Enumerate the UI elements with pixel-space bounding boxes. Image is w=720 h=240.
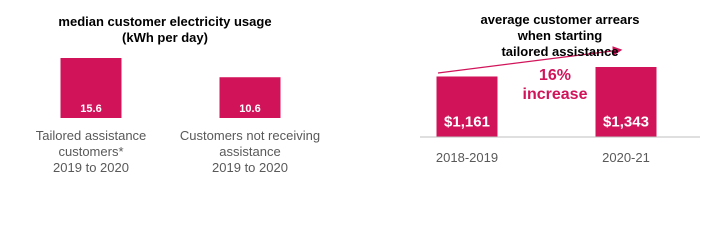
category-label: Tailored assistance customers* 2019 to 2… [35,128,147,175]
value-label: $1,343 [603,113,649,131]
charts [60,46,700,138]
chart-title: average customer arrears when starting t… [480,12,640,59]
trend-arrow [437,46,623,74]
page: median customer electricity usage (kWh p… [35,12,700,175]
value-label: 10.6 [239,103,261,115]
chart-title: median customer electricity usage (kWh p… [58,14,272,45]
value-label: 15.6 [80,103,102,115]
category-label: Customers not receiving assistance 2019 … [179,128,321,175]
bar [436,76,498,137]
bar [60,58,122,118]
value-label: $1,161 [444,113,490,131]
annotation: 16% increase [522,67,588,103]
bar [595,67,657,137]
category-label: 2018-2019 [435,150,499,165]
category-label: 2020-21 [602,150,650,165]
bar [219,77,281,118]
